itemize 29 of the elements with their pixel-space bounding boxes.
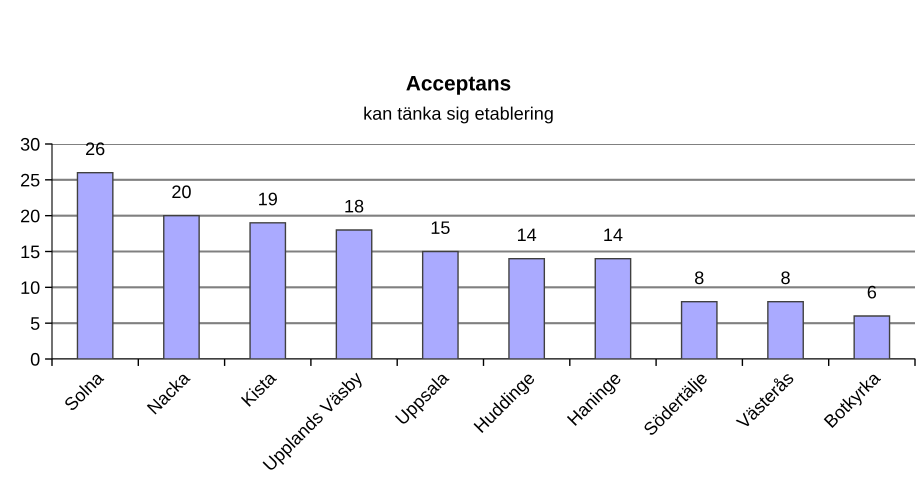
bar [594, 258, 632, 359]
data-label: 19 [259, 192, 277, 206]
data-label: 8 [781, 271, 790, 284]
data-label: 14 [518, 228, 536, 242]
chart-title: Acceptans [406, 76, 510, 95]
data-label: 26 [86, 142, 104, 156]
bar [680, 300, 718, 359]
bar [249, 222, 286, 359]
chart-subtitle: kan tänka sig etablering [364, 106, 553, 124]
data-label: 20 [172, 185, 191, 198]
bar [76, 172, 114, 359]
bar [336, 229, 372, 359]
y-tick-label: 20 [21, 210, 40, 222]
y-tick-label: 0 [30, 352, 40, 366]
bar [508, 258, 546, 359]
data-label: 8 [695, 271, 704, 284]
data-label: 6 [868, 286, 876, 299]
bar [163, 214, 200, 359]
y-tick-label: 5 [30, 317, 40, 330]
data-label: 14 [604, 228, 622, 242]
y-tick-label: 25 [21, 174, 40, 187]
bar [422, 250, 459, 359]
bar [853, 315, 890, 359]
y-tick-label: 10 [21, 281, 40, 294]
y-tick-label: 30 [20, 138, 40, 151]
y-tick-label: 15 [21, 246, 40, 258]
data-label: 15 [432, 221, 450, 234]
bar [767, 300, 804, 359]
data-label: 18 [345, 200, 364, 213]
